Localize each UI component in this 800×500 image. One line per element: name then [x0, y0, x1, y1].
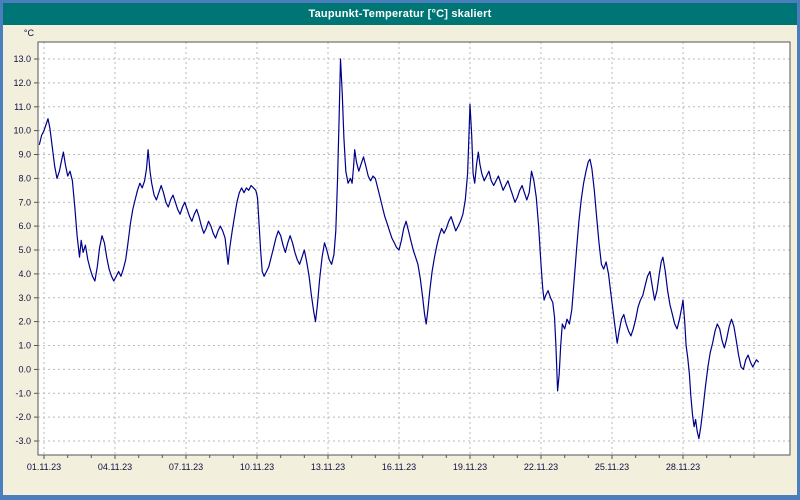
svg-text:6.0: 6.0 — [18, 221, 31, 231]
svg-text:-1.0: -1.0 — [15, 388, 31, 398]
svg-text:1.0: 1.0 — [18, 341, 31, 351]
svg-text:13.11.23: 13.11.23 — [311, 462, 345, 472]
chart-region: 13.0 12.0 11.0 10.0 9.0 8.0 7.0 6.0 5.0 4.0 3.0 2.0… — [3, 25, 797, 495]
svg-text:0.0: 0.0 — [18, 364, 31, 374]
svg-text:7.0: 7.0 — [18, 197, 31, 207]
horizontal-gridlines — [38, 58, 790, 442]
svg-text:9.0: 9.0 — [18, 150, 31, 160]
svg-text:16.11.23: 16.11.23 — [382, 462, 416, 472]
svg-text:5.0: 5.0 — [18, 245, 31, 255]
svg-text:10.0: 10.0 — [13, 126, 31, 136]
svg-text:-2.0: -2.0 — [15, 412, 31, 422]
svg-text:07.11.23: 07.11.23 — [169, 462, 203, 472]
svg-text:01.11.23: 01.11.23 — [27, 462, 61, 472]
y-tick-labels: 13.0 12.0 11.0 10.0 9.0 8.0 7.0 6.0 5.0 4.0 3.0 2.0… — [13, 54, 31, 446]
svg-text:2.0: 2.0 — [18, 317, 31, 327]
svg-text:11.0: 11.0 — [14, 102, 31, 112]
window-title-bar: Taupunkt-Temperatur [°C] skaliert — [3, 3, 797, 25]
svg-text:4.0: 4.0 — [18, 269, 31, 279]
svg-text:10.11.23: 10.11.23 — [240, 462, 274, 472]
x-tick-labels: 01.11.23 04.11.23 07.11.23 10.11.23 13.11.23… — [27, 462, 700, 472]
axis-ticks — [34, 58, 755, 459]
plot-border — [37, 41, 791, 456]
svg-text:22.11.23: 22.11.23 — [524, 462, 558, 472]
svg-text:04.11.23: 04.11.23 — [98, 462, 132, 472]
dewpoint-series-line — [38, 58, 760, 440]
dewpoint-line-chart: 13.0 12.0 11.0 10.0 9.0 8.0 7.0 6.0 5.0 4.0 3.0 2.0… — [13, 28, 791, 472]
svg-text:13.0: 13.0 — [13, 54, 31, 64]
svg-text:25.11.23: 25.11.23 — [595, 462, 629, 472]
svg-text:12.0: 12.0 — [13, 78, 31, 88]
svg-text:8.0: 8.0 — [18, 173, 31, 183]
svg-text:-3.0: -3.0 — [15, 436, 31, 446]
svg-text:3.0: 3.0 — [18, 293, 31, 303]
svg-text:28.11.23: 28.11.23 — [666, 462, 700, 472]
y-axis-unit-label: °C — [24, 28, 35, 38]
plot-area — [38, 42, 790, 455]
svg-text:19.11.23: 19.11.23 — [453, 462, 487, 472]
window-title: Taupunkt-Temperatur [°C] skaliert — [308, 8, 492, 20]
